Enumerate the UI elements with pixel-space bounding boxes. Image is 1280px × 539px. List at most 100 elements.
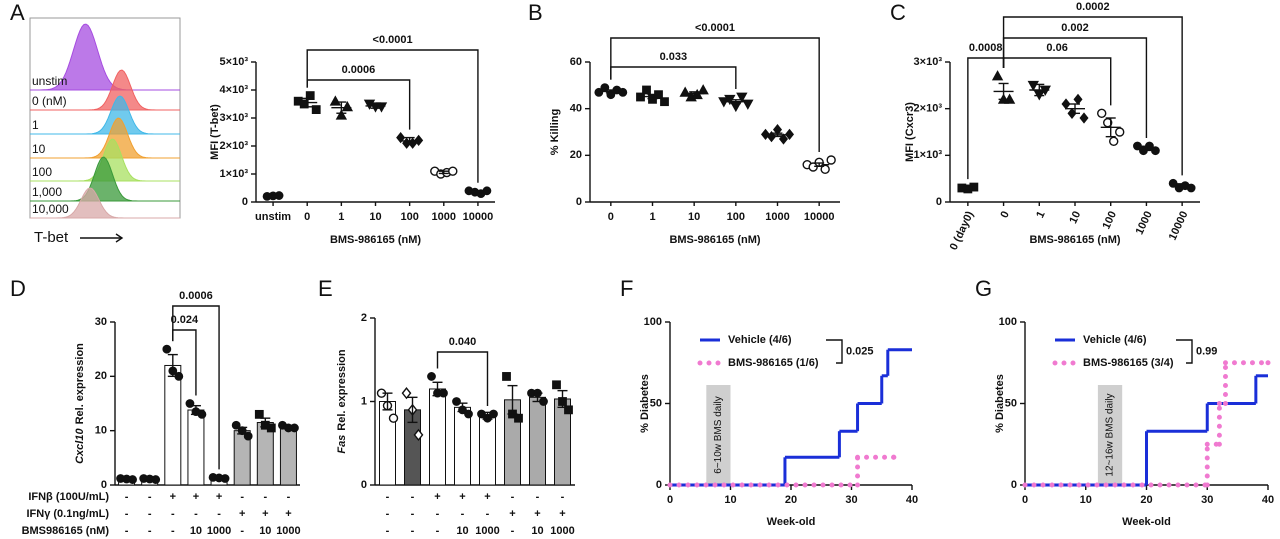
data-point xyxy=(414,134,424,147)
data-point xyxy=(375,102,388,113)
p-value: 0.024 xyxy=(171,314,199,326)
condition-value: - xyxy=(386,491,390,503)
y-tick-label: 50 xyxy=(650,397,662,409)
p-value: 0.025 xyxy=(846,345,874,357)
data-point xyxy=(427,372,436,381)
y-axis-label-text: Rel. expression xyxy=(336,349,348,431)
x-tick-label: 40 xyxy=(1262,494,1274,506)
comparison-bracket xyxy=(436,351,489,407)
treatment-label: 12~16w BMS daily xyxy=(1105,393,1116,476)
y-tick-label: 3×10³ xyxy=(914,56,943,68)
p-value: 0.040 xyxy=(449,336,477,348)
x-tick-label: 20 xyxy=(785,494,797,506)
y-tick-label: 30 xyxy=(95,316,107,328)
row-label: 10,000 xyxy=(32,202,69,216)
comparison-bracket xyxy=(1002,37,1148,138)
x-tick-label: 1000 xyxy=(432,211,456,223)
condition-value: + xyxy=(434,491,440,503)
data-point xyxy=(826,155,836,165)
legend-label: Vehicle (4/6) xyxy=(728,334,792,346)
y-axis-label: % Killing xyxy=(549,109,561,155)
condition-value: 10 xyxy=(259,525,271,537)
data-point xyxy=(1151,146,1160,156)
y-axis-label-text: MFI (Cxcr3) xyxy=(904,102,916,162)
y-tick-label: 10 xyxy=(95,425,107,437)
legend-label: BMS-986165 (1/6) xyxy=(728,357,819,369)
condition-value: - xyxy=(486,508,490,520)
condition-value: 1000 xyxy=(276,525,300,537)
data-point xyxy=(594,87,604,97)
treatment-label: 6~10w BMS daily xyxy=(713,396,724,474)
data-point xyxy=(254,409,264,419)
x-tick-label: 0 xyxy=(667,494,673,506)
data-point xyxy=(552,380,561,390)
treatment-window xyxy=(706,385,731,485)
row-label: 1,000 xyxy=(32,185,62,199)
bar xyxy=(164,364,182,486)
data-point xyxy=(742,99,754,110)
panel-letter: C xyxy=(890,0,906,25)
bar xyxy=(454,406,471,486)
condition-value: - xyxy=(125,525,129,537)
y-axis-label: % Diabetes xyxy=(994,374,1006,433)
condition-value: + xyxy=(559,508,565,520)
legend-label: BMS-986165 (3/4) xyxy=(1083,357,1174,369)
data-point xyxy=(736,92,748,103)
y-tick-label: 4×10³ xyxy=(220,84,249,96)
data-point xyxy=(329,95,342,106)
y-tick-label: 0 xyxy=(1011,479,1017,491)
data-point xyxy=(1115,127,1125,137)
x-tick-label: 0 xyxy=(1022,494,1028,506)
data-point xyxy=(401,387,412,400)
legend-label: Vehicle (4/6) xyxy=(1083,334,1147,346)
data-point xyxy=(452,397,461,406)
data-point xyxy=(642,85,651,95)
condition-value: 1000 xyxy=(475,525,499,537)
condition-value: - xyxy=(386,508,390,520)
condition-value: 10 xyxy=(456,525,468,537)
y-tick-label: 3×10³ xyxy=(220,112,249,124)
x-tick-label: 10000 xyxy=(804,211,835,223)
data-point xyxy=(636,92,645,102)
panel-letter: D xyxy=(10,276,26,301)
x-tick-label: 0 (day0) xyxy=(948,209,977,252)
y-tick-label: 1×10³ xyxy=(914,149,943,161)
y-axis-label-text: Rel. expression xyxy=(74,343,86,425)
condition-value: + xyxy=(170,491,176,503)
condition-label: BMS986165 (nM) xyxy=(22,525,110,537)
y-axis-label-text: MFI (T-bet) xyxy=(209,104,221,160)
comparison-bracket xyxy=(306,49,479,183)
condition-value: - xyxy=(125,508,129,520)
condition-value: 1000 xyxy=(207,525,231,537)
data-point xyxy=(514,413,523,423)
y-axis-label: Fas Rel. expression xyxy=(336,349,348,454)
comparison-bracket xyxy=(306,79,411,130)
x-tick-label: 100 xyxy=(1100,209,1119,231)
comparison-bracket xyxy=(172,305,220,470)
condition-value: - xyxy=(240,491,244,503)
y-tick-label: 0 xyxy=(936,196,942,208)
y-tick-label: 0 xyxy=(242,196,248,208)
data-point xyxy=(311,105,321,114)
row-label: 1 xyxy=(32,118,39,132)
panel-letter: B xyxy=(528,0,543,25)
x-tick-label: 0 xyxy=(304,211,310,223)
condition-value: - xyxy=(411,525,415,537)
condition-value: + xyxy=(509,508,515,520)
data-point xyxy=(564,405,573,415)
x-tick-label: 10 xyxy=(724,494,736,506)
data-point xyxy=(679,86,691,97)
data-point xyxy=(341,100,354,112)
data-point xyxy=(697,84,709,95)
condition-label: IFNβ (100U/mL) xyxy=(28,491,109,503)
x-tick-label: 10000 xyxy=(463,211,494,223)
treatment-window xyxy=(1097,385,1123,485)
data-point xyxy=(162,344,172,354)
bar xyxy=(187,409,205,486)
condition-value: + xyxy=(534,508,540,520)
p-value: 0.0002 xyxy=(1076,1,1110,13)
p-value: 0.06 xyxy=(1046,42,1067,54)
condition-value: - xyxy=(171,525,175,537)
